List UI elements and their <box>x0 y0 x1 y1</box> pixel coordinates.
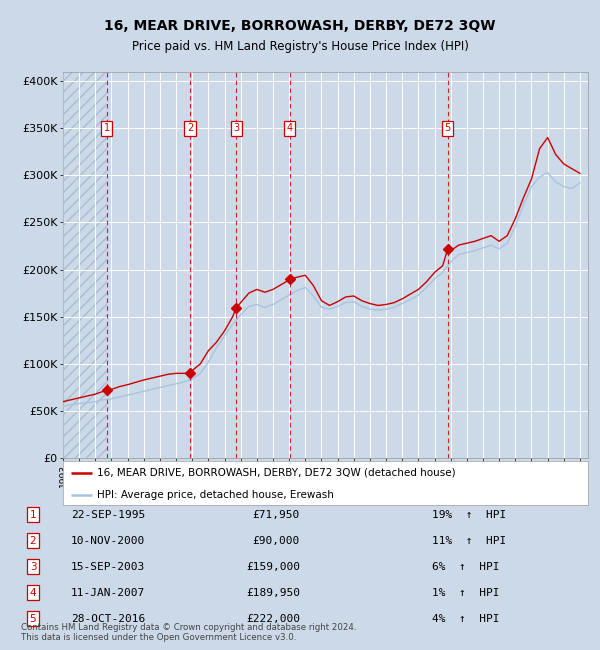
Text: 2: 2 <box>29 536 37 546</box>
Text: £189,950: £189,950 <box>246 588 300 598</box>
Text: 5: 5 <box>29 614 37 624</box>
Text: 11-JAN-2007: 11-JAN-2007 <box>71 588 145 598</box>
Text: £159,000: £159,000 <box>246 562 300 572</box>
Text: 16, MEAR DRIVE, BORROWASH, DERBY, DE72 3QW (detached house): 16, MEAR DRIVE, BORROWASH, DERBY, DE72 3… <box>97 468 456 478</box>
Text: 1: 1 <box>104 123 110 133</box>
Text: 4: 4 <box>287 123 293 133</box>
Text: 11%  ↑  HPI: 11% ↑ HPI <box>432 536 506 546</box>
Text: 5: 5 <box>445 123 451 133</box>
Text: 4: 4 <box>29 588 37 598</box>
Text: Price paid vs. HM Land Registry's House Price Index (HPI): Price paid vs. HM Land Registry's House … <box>131 40 469 53</box>
Text: Contains HM Land Registry data © Crown copyright and database right 2024.
This d: Contains HM Land Registry data © Crown c… <box>21 623 356 642</box>
Text: £71,950: £71,950 <box>253 510 300 520</box>
Text: 3: 3 <box>233 123 239 133</box>
Text: 10-NOV-2000: 10-NOV-2000 <box>71 536 145 546</box>
Text: 19%  ↑  HPI: 19% ↑ HPI <box>432 510 506 520</box>
Text: 28-OCT-2016: 28-OCT-2016 <box>71 614 145 624</box>
Text: 1%  ↑  HPI: 1% ↑ HPI <box>432 588 499 598</box>
Text: 16, MEAR DRIVE, BORROWASH, DERBY, DE72 3QW: 16, MEAR DRIVE, BORROWASH, DERBY, DE72 3… <box>104 20 496 34</box>
Text: £90,000: £90,000 <box>253 536 300 546</box>
Bar <box>63 72 107 458</box>
Text: 6%  ↑  HPI: 6% ↑ HPI <box>432 562 499 572</box>
Text: 2: 2 <box>187 123 193 133</box>
Text: 1: 1 <box>29 510 37 520</box>
Text: HPI: Average price, detached house, Erewash: HPI: Average price, detached house, Erew… <box>97 490 334 501</box>
Text: 3: 3 <box>29 562 37 572</box>
Text: 15-SEP-2003: 15-SEP-2003 <box>71 562 145 572</box>
Text: £222,000: £222,000 <box>246 614 300 624</box>
Text: 22-SEP-1995: 22-SEP-1995 <box>71 510 145 520</box>
Text: 4%  ↑  HPI: 4% ↑ HPI <box>432 614 499 624</box>
